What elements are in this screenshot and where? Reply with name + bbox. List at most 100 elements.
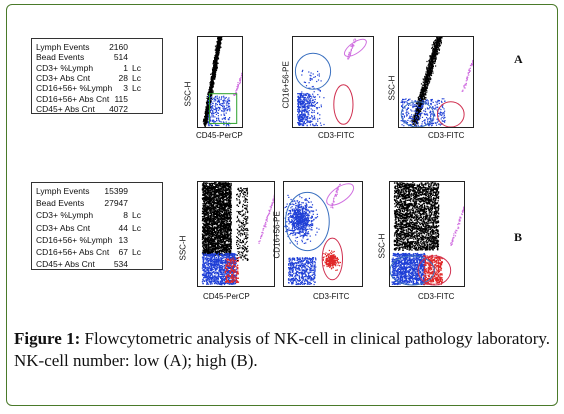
cd3-pos-gate (436, 101, 465, 127)
stats-unit: Lc (132, 72, 141, 83)
t-cell-population (224, 257, 240, 284)
plot-b-cd16-vs-cd3 (283, 181, 363, 287)
plot-b2-ylabel: CD16+56-PE (272, 211, 282, 259)
stats-unit: Lc (132, 83, 141, 94)
stats-row: CD3+ Abs Cnt 28 Lc (36, 73, 158, 83)
ssc-debris-population (201, 182, 232, 257)
bead-population (450, 206, 464, 246)
stats-table-b: Lymph Events 15399 Bead Events 27947 CD3+ %L… (31, 182, 163, 270)
stats-value: 15399 (104, 186, 128, 196)
stats-value: 1 (123, 62, 128, 73)
stats-row: Bead Events 514 (36, 52, 158, 62)
scatter-canvas (294, 38, 367, 127)
bead-population (461, 59, 473, 92)
stats-unit: Lc (132, 210, 141, 221)
plot-a1-ylabel: SSC-H (183, 81, 193, 107)
bead-population (330, 183, 341, 209)
stats-label: CD16+56+ %Lymph (36, 83, 113, 94)
panel-letter-a: A (514, 52, 523, 66)
stats-row: CD16+56+ %Lymph 3 Lc (36, 83, 158, 93)
ssc-debris-population (411, 37, 443, 127)
stats-row: Bead Events 27947 (36, 198, 158, 208)
stats-value: 4072 (109, 103, 128, 114)
plot-b3-xlabel: CD3-FITC (418, 292, 455, 301)
plot-a1-xlabel: CD45-PerCP (196, 131, 243, 140)
cd3-neg-gate (390, 255, 435, 286)
stats-unit: Lc (132, 247, 141, 257)
stats-label: Lymph Events (36, 42, 90, 52)
plot-a3-xlabel: CD3-FITC (428, 131, 465, 140)
ssc-scatter-tail (236, 187, 249, 261)
t-cell-population (322, 249, 341, 271)
stats-value: 3 (123, 83, 128, 94)
plot-b1-xlabel: CD45-PerCP (203, 292, 250, 301)
plot-a-cd16-vs-cd3 (292, 36, 374, 128)
stats-label: CD45+ Abs Cnt (36, 103, 95, 114)
scatter-canvas (400, 37, 473, 127)
bead-population (233, 72, 242, 96)
plot-b-ssc-vs-cd45 (197, 181, 275, 287)
stats-value: 28 (118, 72, 128, 83)
nk-population (301, 69, 322, 97)
stats-value: 2160 (109, 42, 128, 52)
stats-row: CD45+ Abs Cnt 4072 (36, 104, 158, 114)
stats-label: CD3+ %Lymph (36, 62, 94, 73)
bead-gate (343, 38, 367, 57)
stats-label: Bead Events (36, 52, 85, 63)
plot-a2-xlabel: CD3-FITC (318, 131, 355, 140)
scatter-canvas (390, 182, 464, 286)
stats-label: CD45+ Abs Cnt (36, 259, 95, 270)
plot-b2-xlabel: CD3-FITC (313, 292, 350, 301)
plot-a-ssc-vs-cd45 (197, 36, 243, 128)
stats-row: CD3+ Abs Cnt 44 Lc (36, 223, 158, 233)
figure-caption: Figure 1: Flowcytometric analysis of NK-… (14, 328, 550, 372)
stats-row: Lymph Events 15399 (36, 186, 158, 196)
stats-unit: Lc (132, 62, 141, 73)
stats-label: CD16+56+ Abs Cnt (36, 247, 110, 257)
stats-value: 514 (113, 52, 128, 63)
stats-value: 8 (123, 210, 128, 221)
scatter-canvas (284, 183, 355, 286)
plot-a2-ylabel: CD16+56-PE (281, 61, 291, 109)
stats-row: CD45+ Abs Cnt 534 (36, 259, 158, 269)
plot-a3-ylabel: SSC-H (387, 75, 397, 101)
ssc-debris-population (393, 182, 440, 251)
plot-b-ssc-vs-cd3 (389, 181, 465, 287)
stats-label: Lymph Events (36, 186, 90, 196)
cd3-negative-population (297, 92, 325, 127)
stats-row: CD16+56+ Abs Cnt 115 (36, 94, 158, 104)
plot-a-ssc-vs-cd3 (398, 36, 474, 128)
cd3-neg-gate (400, 101, 435, 127)
stats-table-a: Lymph Events 2160 Bead Events 514 CD3+ %Lymp… (31, 38, 163, 114)
t-cell-gate (333, 84, 354, 125)
ssc-debris-population (202, 37, 223, 127)
scatter-canvas (202, 37, 242, 127)
stats-value: 27947 (104, 198, 128, 209)
stats-value: 67 (118, 247, 128, 257)
scatter-canvas (201, 182, 274, 286)
plot-b1-ylabel: SSC-H (178, 235, 188, 261)
stats-row: Lymph Events 2160 (36, 42, 158, 52)
stats-label: CD16+56+ Abs Cnt (36, 93, 110, 104)
stats-row: CD16+56+ Abs Cnt 67 Lc (36, 247, 158, 257)
cd3-negative-population (287, 257, 317, 286)
stats-label: CD16+56+ %Lymph (36, 234, 113, 245)
caption-text: Flowcytometric analysis of NK-cell in cl… (14, 329, 550, 370)
plot-b3-ylabel: SSC-H (377, 233, 387, 259)
stats-label: Bead Events (36, 198, 85, 209)
stats-value: 115 (114, 93, 128, 104)
stats-unit: Lc (132, 222, 141, 233)
nk-population (284, 194, 320, 245)
panel-letter-b: B (514, 230, 523, 244)
stats-label: CD3+ %Lymph (36, 210, 94, 221)
stats-label: CD3+ Abs Cnt (36, 72, 91, 83)
bead-population (258, 194, 274, 244)
nk-gate (285, 191, 330, 252)
stats-value: 534 (113, 259, 128, 270)
lymphocyte-population (207, 95, 231, 127)
nk-gate (294, 52, 332, 90)
cd3-pos-gate (417, 255, 452, 286)
bead-population (347, 38, 357, 60)
bead-gate (326, 183, 355, 206)
stats-row: CD3+ %Lymph 8 Lc (36, 210, 158, 220)
